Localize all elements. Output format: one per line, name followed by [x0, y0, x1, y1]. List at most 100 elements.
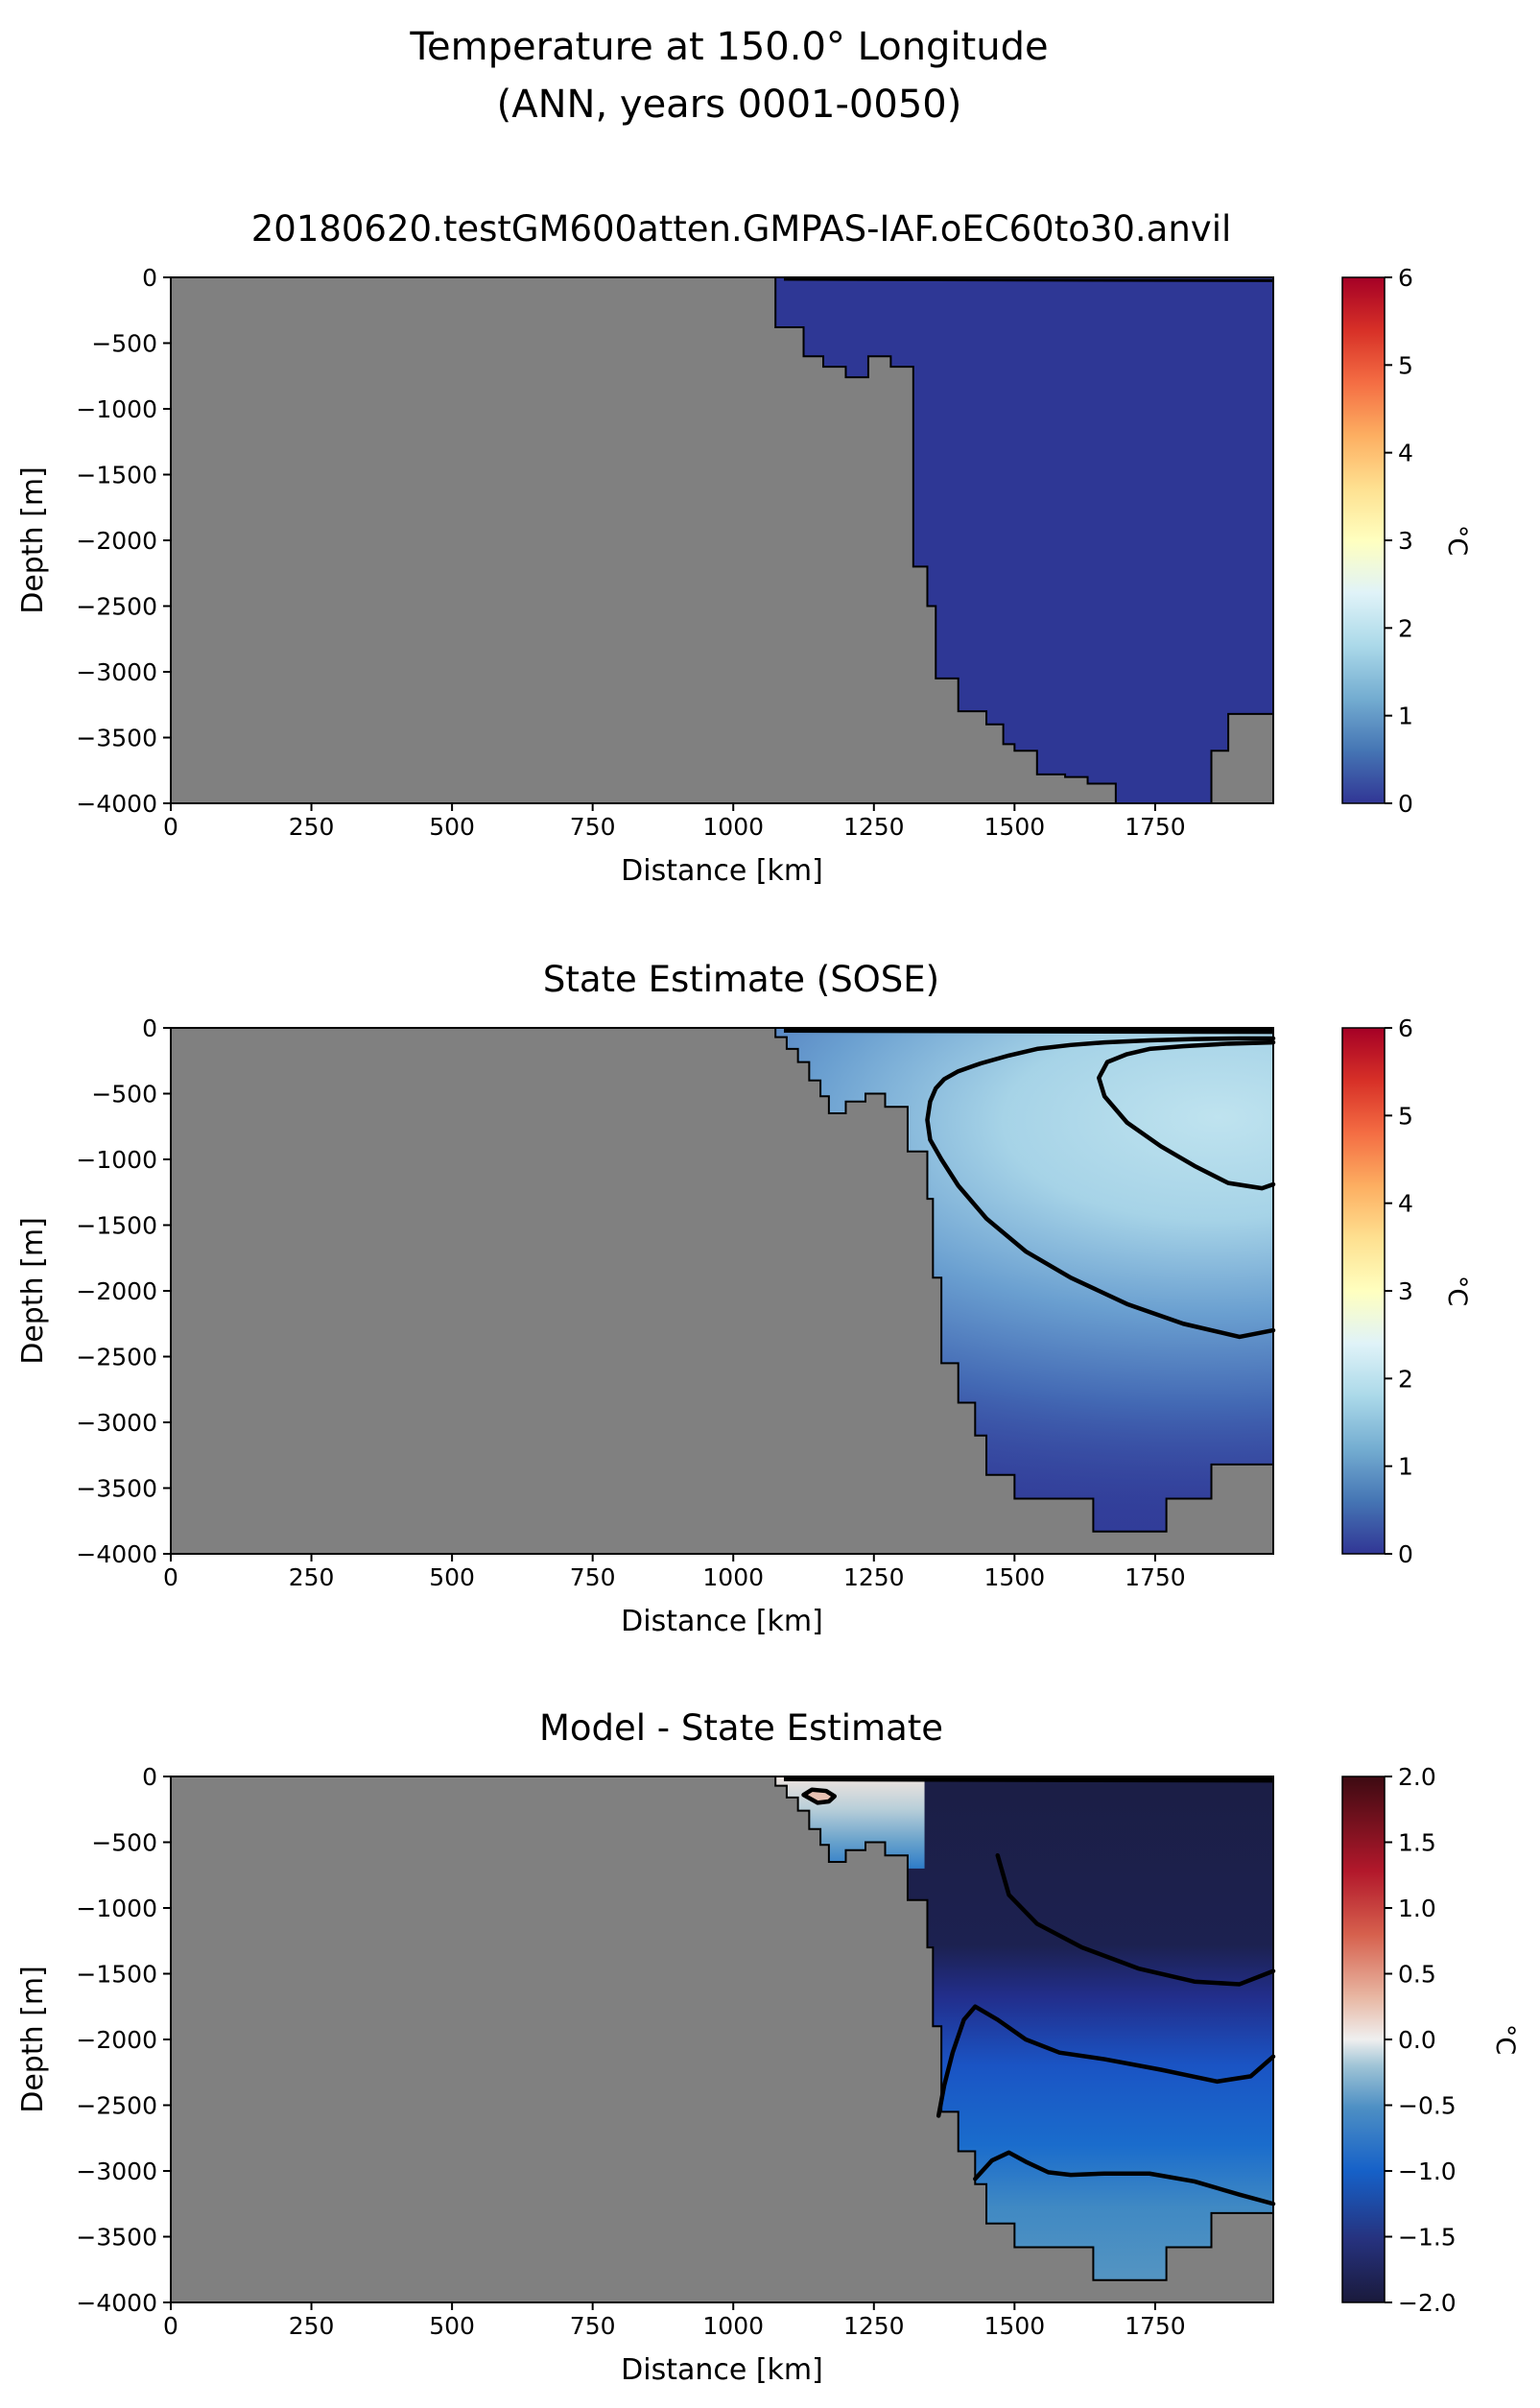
- x-tick-label: 1750: [1125, 2312, 1186, 2340]
- y-tick-label: −1500: [76, 1212, 157, 1240]
- colorbar-tick-label: 2: [1398, 1365, 1413, 1393]
- x-tick-label: 1500: [984, 1563, 1046, 1591]
- y-tick-label: −2000: [76, 527, 157, 555]
- contour-line: [936, 2004, 1276, 2118]
- y-tick-label: −500: [91, 330, 157, 358]
- x-tick-label: 1250: [843, 813, 905, 841]
- y-tick-label: −2000: [76, 2026, 157, 2054]
- y-tick-label: −2000: [76, 1277, 157, 1305]
- colorbar-tick-label: 1: [1398, 1453, 1413, 1481]
- y-tick-label: −3500: [76, 2224, 157, 2252]
- x-tick-label: 250: [289, 1563, 335, 1591]
- x-tick-label: 1250: [843, 1563, 905, 1591]
- colorbar-tick-label: 3: [1398, 1277, 1413, 1305]
- x-tick-label: 750: [570, 813, 616, 841]
- y-tick-label: −1000: [76, 1146, 157, 1174]
- colorbar-tick-label: 2: [1398, 614, 1413, 642]
- y-tick-label: 0: [142, 1763, 157, 1791]
- panel-1: 20180620.testGM600atten.GMPAS-IAF.oEC60t…: [16, 208, 1472, 888]
- colorbar-tick-label: 0: [1398, 790, 1413, 818]
- x-tick-label: 1500: [984, 2312, 1046, 2340]
- colorbar-tick-label: 1.0: [1398, 1895, 1436, 1922]
- colorbar-tick-label: 1.5: [1398, 1829, 1436, 1857]
- x-tick-label: 1000: [702, 2312, 764, 2340]
- colorbar-label: °C: [1442, 525, 1472, 556]
- colorbar: [1341, 1776, 1386, 2303]
- y-tick-label: 0: [142, 264, 157, 292]
- x-tick-label: 500: [429, 2312, 475, 2340]
- colorbar-tick-label: 0.5: [1398, 1961, 1436, 1989]
- x-tick-label: 1750: [1125, 1563, 1186, 1591]
- y-tick-label: −3000: [76, 1409, 157, 1437]
- x-tick-label: 500: [429, 1563, 475, 1591]
- y-tick-label: 0: [142, 1014, 157, 1042]
- x-axis-label: Distance [km]: [621, 854, 823, 888]
- figure-title-line2: (ANN, years 0001-0050): [497, 83, 962, 127]
- colorbar-tick-label: 3: [1398, 527, 1413, 555]
- y-tick-label: −3000: [76, 2158, 157, 2185]
- colorbar-tick-label: −1.0: [1398, 2158, 1457, 2185]
- y-axis-label: Depth [m]: [16, 1966, 50, 2113]
- surface-contour: [783, 277, 1274, 282]
- y-tick-label: −3000: [76, 658, 157, 686]
- colorbar-tick-label: −2.0: [1398, 2289, 1457, 2317]
- y-tick-label: −1000: [76, 395, 157, 423]
- colorbar-tick-label: 4: [1398, 440, 1413, 467]
- colorbar: [1341, 276, 1386, 804]
- x-tick-label: 750: [570, 1563, 616, 1591]
- colorbar-label: °C: [1490, 2024, 1520, 2055]
- bathymetry-land: [170, 1776, 1274, 2303]
- colorbar: [1341, 1027, 1386, 1555]
- x-tick-label: 250: [289, 2312, 335, 2340]
- x-tick-label: 500: [429, 813, 475, 841]
- y-tick-label: −500: [91, 1081, 157, 1109]
- y-axis-label: Depth [m]: [16, 1217, 50, 1365]
- panel-title: Model - State Estimate: [539, 1707, 943, 1749]
- x-tick-label: 0: [163, 813, 178, 841]
- y-tick-label: −4000: [76, 790, 157, 818]
- contour-line: [1097, 1039, 1276, 1191]
- x-tick-label: 1250: [843, 2312, 905, 2340]
- x-tick-label: 1000: [702, 813, 764, 841]
- colorbar-tick-label: 5: [1398, 351, 1413, 379]
- colorbar-tick-label: 5: [1398, 1102, 1413, 1130]
- figure-title-line1: Temperature at 150.0° Longitude: [409, 25, 1048, 69]
- panel-2: State Estimate (SOSE)0 250 500 750 1000 1250 1…: [16, 959, 1472, 1638]
- x-axis-label: Distance [km]: [621, 1605, 823, 1638]
- x-tick-label: 1000: [702, 1563, 764, 1591]
- surface-contour: [783, 1776, 1274, 1783]
- y-tick-label: −3500: [76, 1475, 157, 1503]
- colorbar-tick-label: 6: [1398, 1014, 1413, 1042]
- y-tick-label: −500: [91, 1829, 157, 1857]
- x-tick-label: 750: [570, 2312, 616, 2340]
- panel-title: 20180620.testGM600atten.GMPAS-IAF.oEC60t…: [251, 208, 1232, 250]
- surface-contour: [783, 1027, 1274, 1035]
- y-tick-label: −4000: [76, 1540, 157, 1568]
- panel-3: Model - State Estimate 0 250 500 750 1000 1250…: [16, 1707, 1520, 2387]
- panel-title: State Estimate (SOSE): [543, 959, 939, 1000]
- y-tick-label: −2500: [76, 2092, 157, 2120]
- y-tick-label: −4000: [76, 2289, 157, 2317]
- y-tick-label: −1500: [76, 462, 157, 489]
- y-axis-label: Depth [m]: [16, 466, 50, 614]
- y-tick-label: −1000: [76, 1895, 157, 1922]
- colorbar-tick-label: 0: [1398, 1540, 1413, 1568]
- colorbar-tick-label: −1.5: [1398, 2224, 1457, 2252]
- x-tick-label: 1500: [984, 813, 1046, 841]
- y-tick-label: −2500: [76, 1344, 157, 1371]
- x-tick-label: 0: [163, 1563, 178, 1591]
- colorbar-tick-label: 2.0: [1398, 1763, 1436, 1791]
- y-tick-label: −2500: [76, 593, 157, 621]
- colorbar-tick-label: −0.5: [1398, 2092, 1457, 2120]
- x-axis-label: Distance [km]: [621, 2353, 823, 2387]
- contour-line: [995, 1852, 1276, 1987]
- colorbar-tick-label: 1: [1398, 703, 1413, 730]
- contour-line: [973, 2150, 1276, 2206]
- x-tick-label: 250: [289, 813, 335, 841]
- contour-line: [925, 1036, 1276, 1340]
- contour-line: [801, 1787, 837, 1805]
- bathymetry-land: [170, 1027, 1274, 1555]
- colorbar-tick-label: 0.0: [1398, 2026, 1436, 2054]
- y-tick-label: −3500: [76, 725, 157, 752]
